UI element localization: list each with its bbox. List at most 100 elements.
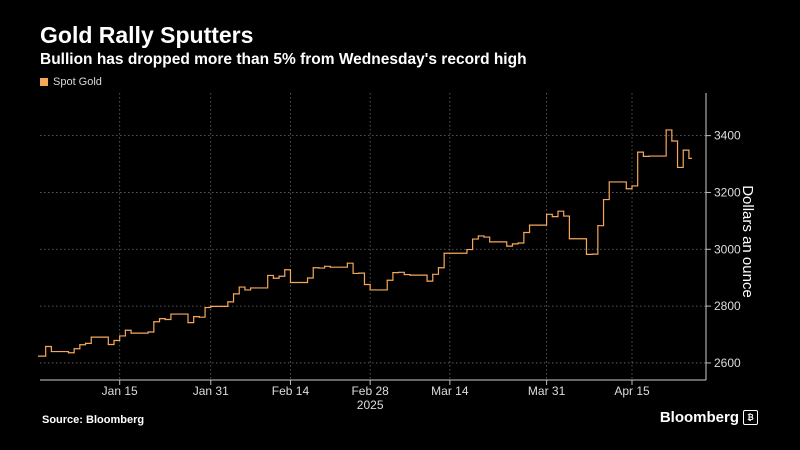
data-point bbox=[39, 355, 41, 357]
data-point bbox=[73, 348, 75, 350]
data-point bbox=[272, 277, 274, 279]
data-point bbox=[528, 224, 531, 226]
data-point bbox=[443, 252, 445, 254]
data-point bbox=[238, 286, 240, 288]
data-point bbox=[682, 149, 684, 151]
data-point bbox=[489, 241, 491, 243]
data-point bbox=[306, 277, 309, 279]
data-point bbox=[232, 293, 235, 295]
y-tick-label: 3400 bbox=[714, 129, 741, 143]
data-point bbox=[398, 271, 400, 273]
data-point bbox=[346, 262, 348, 264]
data-point bbox=[107, 343, 109, 346]
x-tick-label: Jan 31 bbox=[193, 384, 229, 398]
data-point bbox=[119, 335, 121, 337]
data-point bbox=[403, 273, 405, 276]
data-point bbox=[50, 350, 52, 353]
data-point bbox=[551, 216, 553, 218]
data-point bbox=[67, 352, 70, 354]
data-point bbox=[329, 266, 331, 268]
data-point bbox=[79, 344, 81, 346]
data-point bbox=[318, 267, 320, 269]
series-line-spot-gold bbox=[38, 129, 692, 357]
data-point bbox=[466, 248, 468, 251]
data-point bbox=[113, 339, 115, 342]
data-point bbox=[170, 313, 172, 315]
data-point bbox=[517, 242, 519, 244]
data-point bbox=[546, 213, 548, 215]
data-point bbox=[244, 289, 246, 291]
data-point bbox=[648, 155, 650, 157]
source-note: Source: Bloomberg bbox=[42, 414, 145, 426]
data-point bbox=[523, 231, 525, 234]
data-point bbox=[563, 215, 565, 217]
data-point bbox=[625, 188, 627, 190]
legend-label: Spot Gold bbox=[53, 76, 102, 88]
x-tick-label: Apr 15 bbox=[614, 384, 650, 398]
legend: Spot Gold bbox=[40, 76, 102, 88]
data-point bbox=[437, 267, 440, 269]
brand-text: Bloomberg bbox=[659, 409, 739, 426]
data-point bbox=[676, 166, 679, 169]
data-point bbox=[352, 272, 354, 275]
legend-swatch bbox=[40, 78, 48, 86]
data-point bbox=[688, 157, 690, 159]
data-point bbox=[164, 318, 166, 321]
data-point bbox=[585, 253, 588, 256]
data-point bbox=[477, 235, 479, 237]
y-tick-label: 2800 bbox=[714, 299, 741, 313]
data-point bbox=[426, 280, 428, 282]
data-point bbox=[210, 305, 212, 308]
data-point bbox=[472, 238, 474, 240]
data-point bbox=[631, 185, 633, 187]
brand-logo: Bloomberg ₿ bbox=[660, 409, 758, 426]
data-point bbox=[324, 265, 326, 267]
x-tick-label: Jan 15 bbox=[102, 384, 138, 398]
data-point bbox=[483, 236, 485, 238]
data-point bbox=[671, 140, 673, 142]
data-point bbox=[187, 322, 189, 324]
data-point bbox=[90, 336, 92, 338]
data-point bbox=[369, 289, 371, 291]
brand-badge-icon: ₿ bbox=[743, 410, 758, 425]
data-point bbox=[250, 287, 252, 289]
data-point bbox=[267, 274, 269, 277]
data-point bbox=[158, 318, 161, 320]
data-point bbox=[432, 273, 434, 275]
data-point bbox=[289, 281, 292, 284]
data-point bbox=[511, 243, 514, 245]
data-point bbox=[506, 245, 508, 247]
data-point bbox=[409, 274, 411, 276]
data-point bbox=[591, 253, 593, 255]
data-point bbox=[665, 129, 667, 131]
x-tick-label: Mar 14 bbox=[431, 384, 469, 398]
data-point bbox=[45, 345, 47, 348]
data-point bbox=[557, 210, 559, 212]
data-point bbox=[284, 269, 286, 271]
x-year-label: 2025 bbox=[357, 398, 384, 412]
data-point bbox=[312, 267, 314, 269]
data-point bbox=[227, 301, 229, 303]
data-point bbox=[568, 238, 570, 240]
data-point bbox=[130, 332, 132, 334]
y-tick-label: 2600 bbox=[714, 356, 741, 370]
data-point bbox=[153, 321, 155, 323]
y-axis-title: Dollars an ounce bbox=[739, 185, 756, 298]
data-point bbox=[124, 329, 126, 331]
data-point bbox=[84, 342, 87, 344]
data-point bbox=[597, 225, 599, 227]
y-tick-label: 3200 bbox=[714, 185, 741, 199]
x-tick-label: Feb 28 bbox=[351, 384, 389, 398]
data-point bbox=[449, 252, 451, 254]
data-point bbox=[278, 275, 280, 277]
data-point bbox=[198, 316, 200, 318]
data-point bbox=[147, 331, 149, 333]
data-point bbox=[193, 316, 195, 318]
chart-subtitle: Bullion has dropped more than 5% from We… bbox=[40, 51, 527, 68]
data-point bbox=[608, 181, 610, 183]
data-point bbox=[602, 198, 605, 201]
data-point bbox=[358, 272, 360, 274]
y-tick-label: 3000 bbox=[714, 242, 741, 256]
x-tick-label: Mar 31 bbox=[528, 384, 566, 398]
